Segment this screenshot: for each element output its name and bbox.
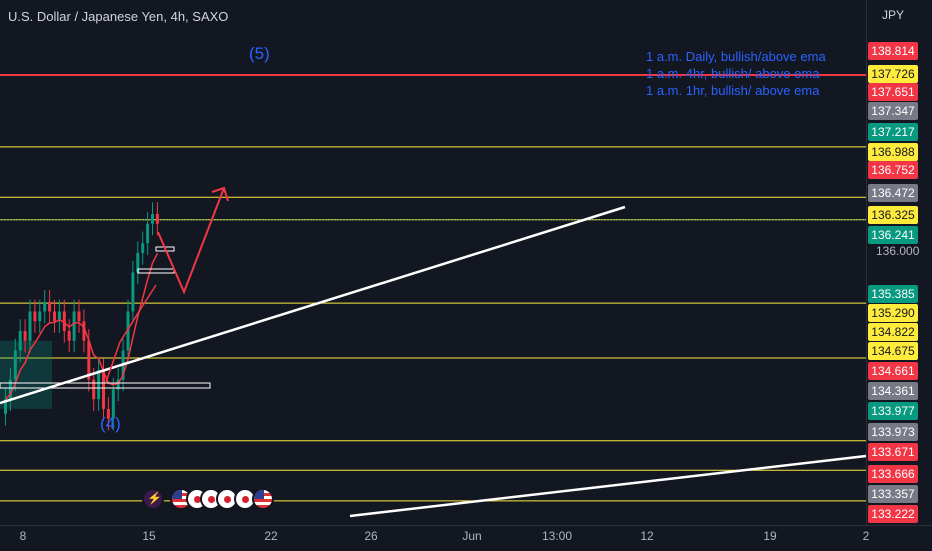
candle-body xyxy=(136,252,140,273)
candle-body xyxy=(33,311,37,322)
time-tick: 13:00 xyxy=(541,529,573,543)
economic-events[interactable] xyxy=(142,488,282,512)
price-tag: 134.361 xyxy=(868,382,918,400)
price-tag: 133.973 xyxy=(868,423,918,441)
time-tick: 26 xyxy=(364,529,378,543)
price-tag: 133.671 xyxy=(868,443,918,461)
price-tag: 133.977 xyxy=(868,402,918,420)
price-tag: 135.385 xyxy=(868,285,918,303)
candle-body xyxy=(131,272,135,312)
candle-body xyxy=(62,311,66,331)
projection-arrowhead xyxy=(211,186,229,202)
price-tag: 134.822 xyxy=(868,323,918,341)
candle-body xyxy=(43,301,47,312)
candle-body xyxy=(38,311,42,322)
candle-body xyxy=(57,311,61,322)
candle-body xyxy=(126,311,130,351)
price-tag: 133.666 xyxy=(868,465,918,483)
time-tick: 8 xyxy=(19,529,27,543)
position-box xyxy=(0,340,52,409)
price-tick: 136.000 xyxy=(876,244,920,258)
wave-4-label[interactable]: (4) xyxy=(100,414,121,433)
candle-body xyxy=(13,350,17,380)
candle-body xyxy=(28,311,32,341)
price-tag: 136.325 xyxy=(868,206,918,224)
chart-title[interactable]: U.S. Dollar / Japanese Yen, 4h, SAXO xyxy=(8,9,229,24)
trendline-lower xyxy=(349,454,867,518)
candle-body xyxy=(77,311,81,322)
price-tag: 136.472 xyxy=(868,184,918,202)
price-tag: 133.222 xyxy=(868,505,918,523)
candle-body xyxy=(18,330,22,351)
candle-body xyxy=(102,369,105,409)
price-tag: 136.241 xyxy=(868,226,918,244)
price-tag: 136.988 xyxy=(868,143,918,161)
price-tag: 137.217 xyxy=(868,123,918,141)
candle-body xyxy=(116,379,120,390)
candle-body xyxy=(53,311,56,322)
currency-unit: JPY xyxy=(882,8,905,22)
ema-line xyxy=(4,252,159,400)
time-tick: Jun xyxy=(462,529,482,543)
time-tick: 12 xyxy=(640,529,654,543)
price-tag: 136.752 xyxy=(868,161,918,179)
candle-body xyxy=(106,408,110,419)
projection-path xyxy=(157,187,225,295)
candle-body xyxy=(146,223,150,244)
candle-body xyxy=(72,311,76,341)
candle-body xyxy=(48,301,52,312)
note-4hr: 1 a.m. 4hr, bullish/ above ema xyxy=(646,66,820,81)
flash-icon[interactable] xyxy=(142,488,164,510)
time-tick: 19 xyxy=(763,529,777,543)
candle-body xyxy=(23,330,27,341)
candle-body xyxy=(97,369,101,400)
wave-5-label[interactable]: (5) xyxy=(249,44,270,63)
candle-body xyxy=(155,213,159,224)
price-tag: 138.814 xyxy=(868,42,918,60)
us-flag-icon[interactable] xyxy=(252,488,274,510)
candle-body xyxy=(8,379,12,400)
price-tag: 133.357 xyxy=(868,485,918,503)
support-zone xyxy=(0,382,211,389)
candle-body xyxy=(111,389,115,419)
price-tag: 135.290 xyxy=(868,304,918,322)
candle-body xyxy=(92,379,96,400)
price-tag: 137.726 xyxy=(868,65,918,83)
analysis-notes[interactable]: 1 a.m. Daily, bullish/above ema 1 a.m. 4… xyxy=(646,48,826,99)
candle-body xyxy=(82,321,86,341)
candle-body xyxy=(87,340,91,380)
time-tick: 22 xyxy=(264,529,278,543)
price-tag: 137.651 xyxy=(868,83,918,101)
price-tag: 134.661 xyxy=(868,362,918,380)
time-axis[interactable] xyxy=(0,525,932,551)
projection-start xyxy=(105,284,157,383)
time-tick: 15 xyxy=(142,529,156,543)
candle-body xyxy=(4,399,7,414)
candle-body xyxy=(67,330,71,341)
note-1hr: 1 a.m. 1hr, bullish/ above ema xyxy=(646,83,820,98)
trendline-upper xyxy=(0,205,626,405)
price-tag: 134.675 xyxy=(868,342,918,360)
price-tag: 137.347 xyxy=(868,102,918,120)
horizontal-levels xyxy=(0,74,866,502)
time-tick: 2 xyxy=(862,529,870,543)
small-zone xyxy=(137,268,175,274)
candlesticks xyxy=(0,202,159,431)
drawings xyxy=(0,186,867,518)
note-daily: 1 a.m. Daily, bullish/above ema xyxy=(646,49,826,64)
candle-body xyxy=(141,243,145,253)
candle-body xyxy=(151,213,154,224)
